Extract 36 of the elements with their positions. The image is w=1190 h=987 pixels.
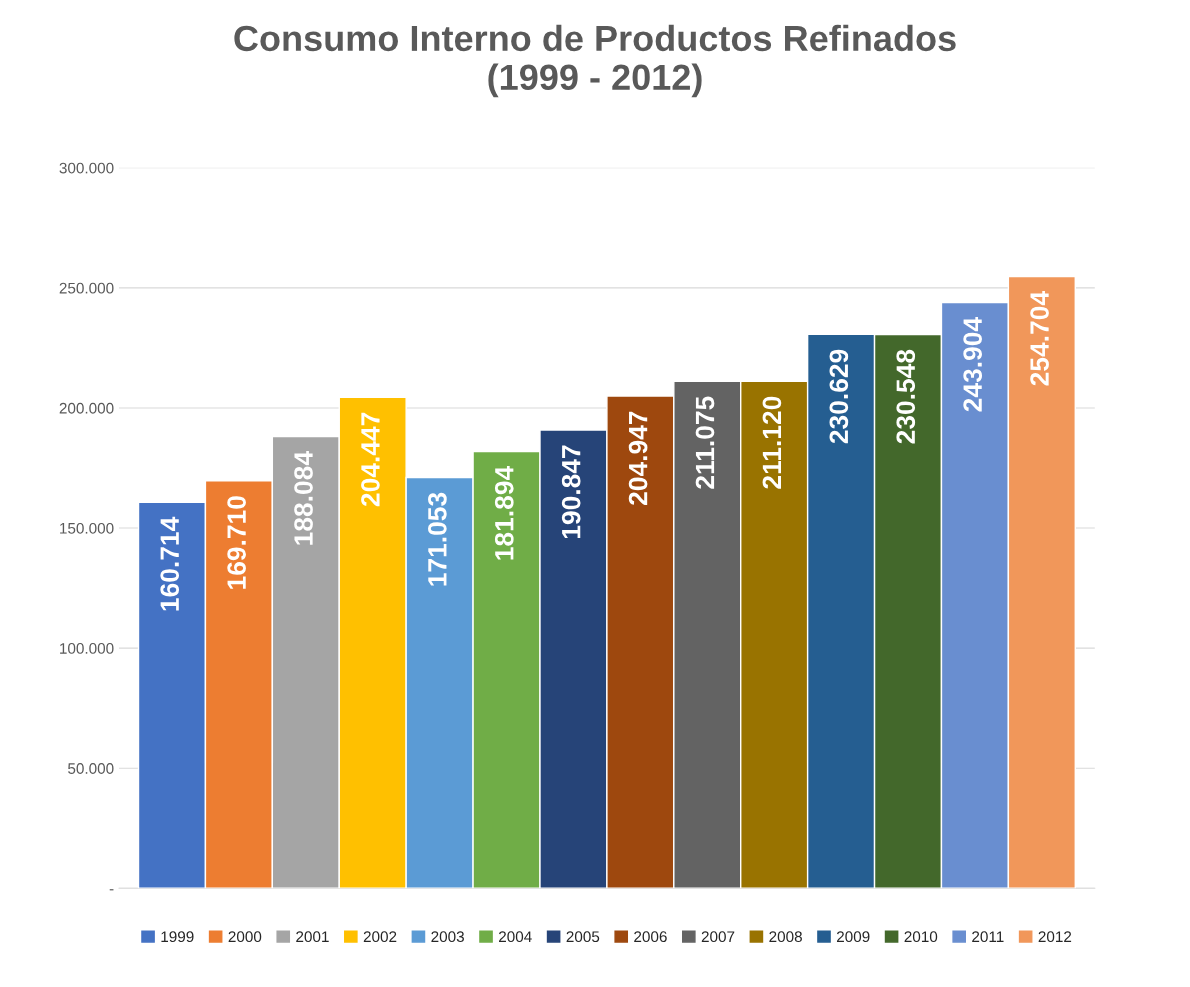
legend-label: 2005 xyxy=(566,931,600,943)
data-label: 230.548 xyxy=(896,349,916,444)
y-tick-label: 100.000 xyxy=(60,643,114,654)
data-label: 254.704 xyxy=(1030,291,1049,386)
data-label: 190.847 xyxy=(561,445,581,539)
y-tick-label: 150.000 xyxy=(60,522,114,534)
legend-label: 1999 xyxy=(161,931,194,943)
legend-label: 2004 xyxy=(499,931,532,943)
data-label: 160.714 xyxy=(160,516,180,611)
data-label: 169.710 xyxy=(227,496,246,589)
legend-label: 2001 xyxy=(296,931,329,943)
legend-label: 2008 xyxy=(769,931,802,943)
data-label: 230.629 xyxy=(829,349,849,444)
y-tick-label: - xyxy=(109,889,114,891)
legend-label: 2002 xyxy=(363,931,397,943)
data-label: 211.075 xyxy=(695,396,715,489)
legend-label: 2003 xyxy=(431,931,464,943)
chart-title: Consumo Interno de Productos Refinados (1999 - 2012) xyxy=(234,24,956,98)
data-label: 204.947 xyxy=(628,411,648,505)
legend-label: 2000 xyxy=(228,931,262,943)
y-tick-label: 300.000 xyxy=(59,162,114,174)
y-tick-label: 50.000 xyxy=(68,763,114,774)
data-label: 188.084 xyxy=(294,451,313,545)
data-label: 181.894 xyxy=(494,465,514,560)
y-tick-label: 200.000 xyxy=(59,402,114,414)
legend-label: 2006 xyxy=(634,931,667,943)
legend-label: 2012 xyxy=(1038,931,1072,943)
data-label: 204.447 xyxy=(361,412,380,507)
data-label: 243.904 xyxy=(963,317,983,412)
legend-label: 2009 xyxy=(836,931,870,943)
legend-label: 2007 xyxy=(701,931,735,943)
legend-label: 2010 xyxy=(904,931,938,943)
data-label: 171.053 xyxy=(428,492,447,586)
y-tick-label: 250.000 xyxy=(59,282,114,294)
data-label: 211.120 xyxy=(762,396,782,489)
legend-label: 2011 xyxy=(972,931,1004,943)
